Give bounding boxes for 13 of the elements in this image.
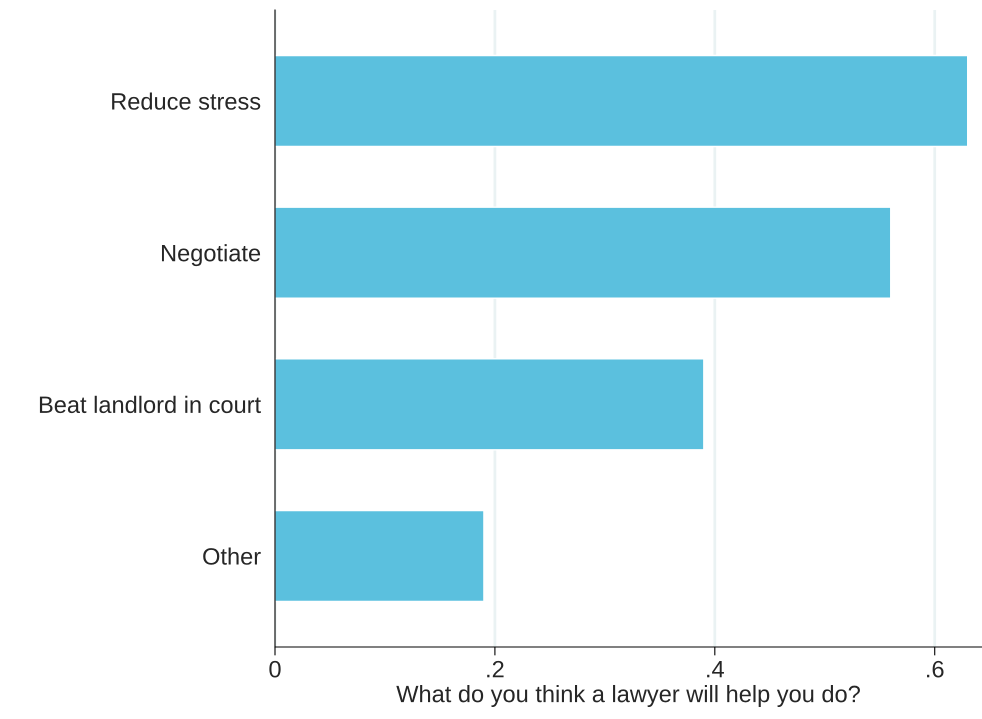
y-tick-label: Reduce stress: [112, 92, 260, 110]
bar: [275, 54, 968, 148]
x-axis-title: What do you think a lawyer will help you do?: [396, 684, 860, 707]
y-tick-label: Negotiate: [162, 244, 260, 266]
bar: [275, 206, 892, 299]
bar: [275, 358, 705, 451]
y-tick-label: Other: [203, 547, 261, 565]
x-tick-label: 0: [269, 660, 281, 678]
x-tick-label: .6: [927, 660, 944, 678]
x-tick-label: .2: [487, 660, 504, 678]
y-tick-label: Beat landlord in court: [40, 396, 261, 414]
bar: [275, 510, 485, 602]
x-tick-label: .4: [707, 661, 724, 678]
